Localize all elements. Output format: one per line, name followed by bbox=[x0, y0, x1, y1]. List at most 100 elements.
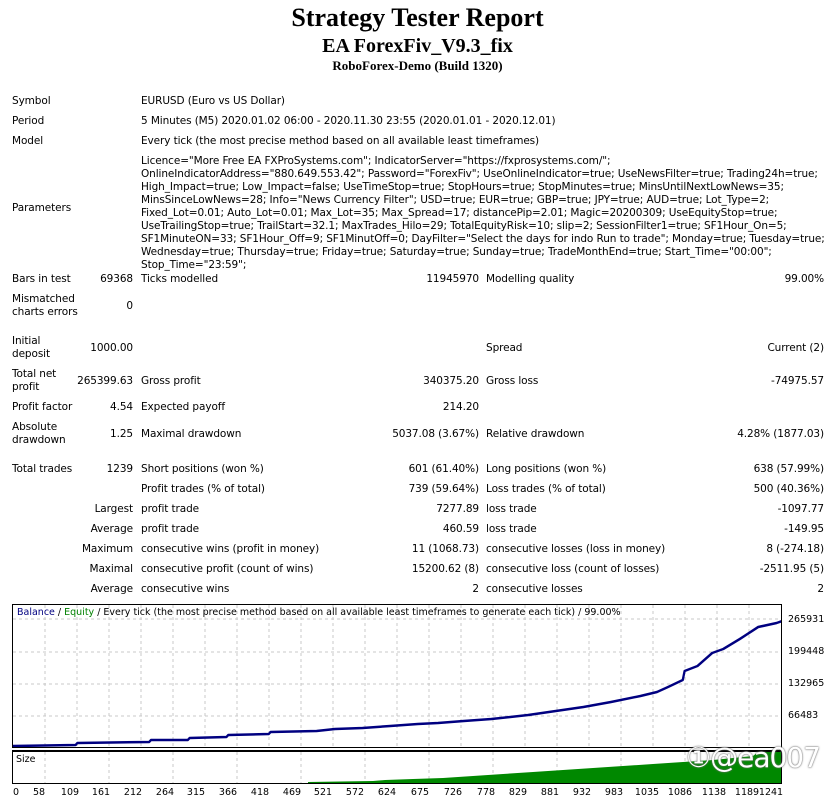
maximal-label: Maximal bbox=[89, 563, 133, 575]
maximal-consecutive-profit-value: 15200.62 (8) bbox=[411, 563, 479, 575]
gross-loss-value: -74975.57 bbox=[771, 375, 824, 387]
x-tick: 58 bbox=[32, 787, 46, 798]
x-tick: 521 bbox=[313, 787, 333, 798]
loss-trades-label: Loss trades (% of total) bbox=[486, 483, 606, 495]
x-tick: 572 bbox=[345, 787, 365, 798]
x-tick: 469 bbox=[282, 787, 302, 798]
x-tick: 264 bbox=[155, 787, 175, 798]
x-tick: 881 bbox=[540, 787, 560, 798]
relative-drawdown-value: 4.28% (1877.03) bbox=[737, 428, 824, 440]
total-trades-label: Total trades bbox=[12, 463, 73, 475]
loss-trades-value: 500 (40.36%) bbox=[753, 483, 825, 495]
relative-drawdown-label: Relative drawdown bbox=[486, 428, 585, 440]
parameters-label: Parameters bbox=[12, 202, 72, 214]
x-tick: 0 bbox=[12, 787, 20, 798]
x-tick: 983 bbox=[604, 787, 624, 798]
spread-label: Spread bbox=[486, 342, 523, 354]
gross-profit-value: 340375.20 bbox=[423, 375, 479, 387]
maximum-label: Maximum bbox=[81, 543, 133, 555]
x-tick: 1086 bbox=[667, 787, 693, 798]
size-area bbox=[308, 752, 781, 783]
deposit-value: 1000.00 bbox=[90, 342, 133, 354]
short-positions-label: Short positions (won %) bbox=[141, 463, 264, 475]
mismatch-value: 0 bbox=[126, 300, 133, 312]
mismatch-label: Mismatched charts errors bbox=[12, 293, 78, 318]
legend-description: / Every tick (the most precise method ba… bbox=[94, 607, 621, 618]
deposit-label: Initial deposit bbox=[12, 335, 51, 360]
watermark: ①@ea007 bbox=[686, 741, 821, 774]
legend-equity: Equity bbox=[64, 607, 95, 618]
period-value: 5 Minutes (M5) 2020.01.02 06:00 - 2020.1… bbox=[141, 115, 556, 127]
quality-label: Modelling quality bbox=[486, 273, 575, 285]
y-tick-66483: 66483 bbox=[788, 710, 819, 721]
size-chart-plot bbox=[44, 752, 781, 783]
average-profit-value: 460.59 bbox=[442, 523, 479, 535]
average-consecutive-wins-label: consecutive wins bbox=[141, 583, 230, 595]
net-profit-value: 265399.63 bbox=[77, 375, 133, 387]
bars-label: Bars in test bbox=[12, 273, 71, 285]
largest-profit-label: profit trade bbox=[141, 503, 200, 515]
largest-label: Largest bbox=[94, 503, 134, 515]
max-consecutive-losses-label: consecutive losses (loss in money) bbox=[486, 543, 666, 555]
ticks-value: 11945970 bbox=[426, 273, 479, 285]
balance-chart-plot bbox=[13, 605, 781, 747]
maximal-consecutive-loss-value: -2511.95 (5) bbox=[759, 563, 824, 575]
size-chart bbox=[12, 750, 782, 784]
short-positions-value: 601 (61.40%) bbox=[408, 463, 480, 475]
maximal-consecutive-loss-label: consecutive loss (count of losses) bbox=[486, 563, 660, 575]
long-positions-value: 638 (57.99%) bbox=[753, 463, 825, 475]
absolute-drawdown-value: 1.25 bbox=[110, 428, 133, 440]
average-label: Average bbox=[90, 523, 134, 535]
absolute-drawdown-label: Absolute drawdown bbox=[12, 421, 66, 446]
size-label: Size bbox=[16, 754, 36, 765]
y-tick-265931: 265931 bbox=[788, 614, 825, 625]
server-build: RoboForex-Demo (Build 1320) bbox=[332, 58, 503, 73]
gross-loss-label: Gross loss bbox=[486, 375, 539, 387]
average-consecutive-label: Average bbox=[90, 583, 134, 595]
ea-name: EA ForexFiv_V9.3_fix bbox=[322, 35, 513, 57]
ticks-label: Ticks modelled bbox=[141, 273, 219, 285]
net-profit-label: Total net profit bbox=[12, 368, 57, 393]
period-label: Period bbox=[12, 115, 45, 127]
max-consecutive-losses-value: 8 (-274.18) bbox=[766, 543, 824, 555]
parameters-value: Licence="More Free EA FXProSystems.com";… bbox=[141, 155, 825, 271]
profit-trades-value: 739 (59.64%) bbox=[408, 483, 480, 495]
x-tick: 829 bbox=[508, 787, 528, 798]
legend-separator: / bbox=[54, 607, 65, 618]
facebook-icon: ① bbox=[686, 741, 711, 774]
total-trades-value: 1239 bbox=[106, 463, 133, 475]
symbol-label: Symbol bbox=[12, 95, 51, 107]
x-tick: 212 bbox=[123, 787, 143, 798]
maximal-consecutive-profit-label: consecutive profit (count of wins) bbox=[141, 563, 314, 575]
long-positions-label: Long positions (won %) bbox=[486, 463, 607, 475]
largest-loss-label: loss trade bbox=[486, 503, 537, 515]
model-value: Every tick (the most precise method base… bbox=[141, 135, 540, 147]
average-loss-value: -149.95 bbox=[784, 523, 824, 535]
largest-loss-value: -1097.77 bbox=[777, 503, 825, 515]
largest-profit-value: 7277.89 bbox=[436, 503, 479, 515]
x-tick: 315 bbox=[186, 787, 206, 798]
spread-value: Current (2) bbox=[767, 342, 824, 354]
profit-factor-label: Profit factor bbox=[12, 401, 73, 413]
x-tick: 1138 bbox=[701, 787, 727, 798]
watermark-text: @ea007 bbox=[710, 741, 821, 774]
y-tick-132965: 132965 bbox=[788, 678, 825, 689]
x-tick: 418 bbox=[250, 787, 270, 798]
max-consecutive-wins-label: consecutive wins (profit in money) bbox=[141, 543, 320, 555]
average-consecutive-losses-value: 2 bbox=[817, 583, 824, 595]
average-loss-label: loss trade bbox=[486, 523, 537, 535]
model-label: Model bbox=[12, 135, 44, 147]
gross-profit-label: Gross profit bbox=[141, 375, 201, 387]
profit-trades-label: Profit trades (% of total) bbox=[141, 483, 265, 495]
bars-value: 69368 bbox=[100, 273, 133, 285]
x-tick: 624 bbox=[377, 787, 397, 798]
profit-factor-value: 4.54 bbox=[110, 401, 133, 413]
legend-balance: Balance bbox=[17, 607, 55, 618]
chart-legend: Balance / Equity / Every tick (the most … bbox=[17, 607, 621, 618]
maximal-drawdown-label: Maximal drawdown bbox=[141, 428, 242, 440]
balance-chart bbox=[12, 604, 782, 748]
quality-value: 99.00% bbox=[784, 273, 825, 285]
x-tick: 932 bbox=[572, 787, 592, 798]
x-tick: 161 bbox=[91, 787, 111, 798]
x-tick: 1189 bbox=[734, 787, 760, 798]
